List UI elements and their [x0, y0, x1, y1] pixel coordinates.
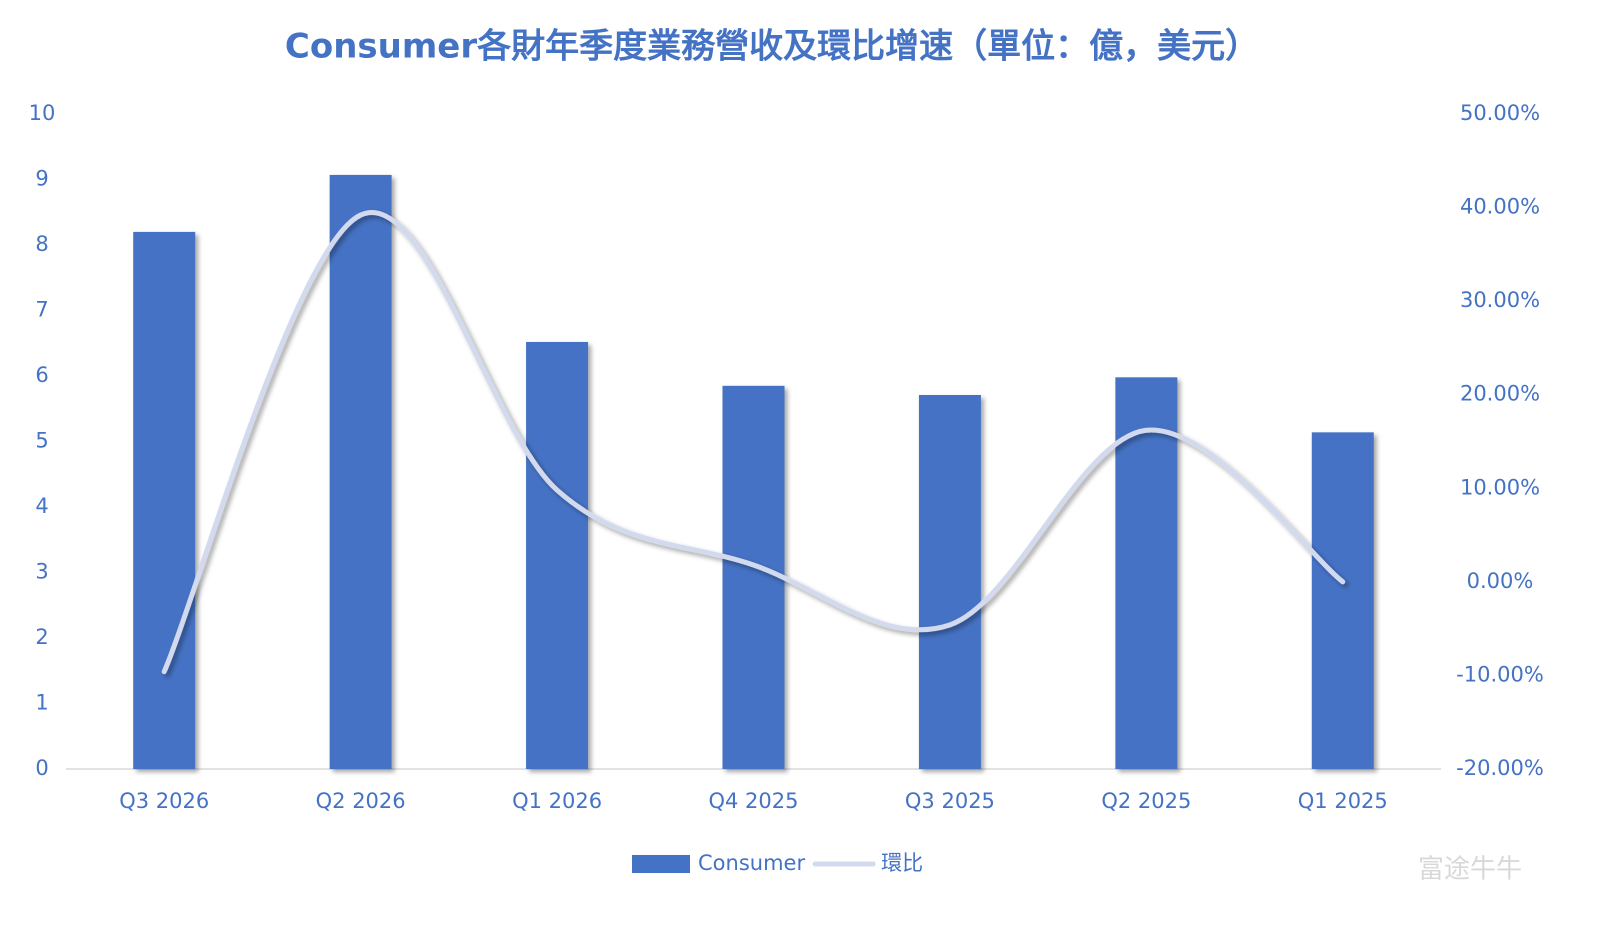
x-tick-label: Q1 2025 [1298, 789, 1388, 813]
y2-tick-label: -10.00% [1456, 662, 1544, 686]
bar [133, 231, 196, 769]
y-tick-label: 5 [35, 429, 48, 453]
y2-tick-label: 30.00% [1460, 288, 1540, 312]
y-tick-label: 6 [35, 363, 48, 387]
y2-tick-label: 20.00% [1460, 382, 1540, 406]
y-tick-label: 2 [35, 625, 48, 649]
y2-tick-label: 0.00% [1467, 569, 1534, 593]
y2-tick-label: -20.00% [1456, 756, 1544, 780]
y-tick-label: 1 [35, 691, 48, 715]
y-tick-label: 4 [35, 494, 48, 518]
line [161, 210, 1346, 675]
bar [1311, 432, 1374, 769]
x-tick-label: Q3 2025 [905, 789, 995, 813]
y-tick-label: 9 [35, 167, 48, 191]
y-tick-label: 10 [29, 101, 56, 125]
bar [722, 385, 785, 769]
x-tick-label: Q1 2026 [512, 789, 602, 813]
bar [329, 174, 392, 770]
watermark: 富途牛牛 [1418, 855, 1522, 885]
y-tick-label: 8 [35, 232, 48, 256]
y-tick-label: 0 [35, 756, 48, 780]
x-tick-label: Q2 2025 [1101, 789, 1191, 813]
y2-tick-label: 10.00% [1460, 475, 1540, 499]
bar [918, 394, 981, 769]
y2-tick-label: 40.00% [1460, 195, 1540, 219]
legend-label: 環比 [881, 851, 923, 875]
x-tick-label: Q4 2025 [708, 789, 798, 813]
bar [1115, 377, 1178, 769]
legend-label: Consumer [698, 851, 805, 875]
bar [526, 341, 589, 769]
x-tick-label: Q2 2026 [316, 789, 406, 813]
y-tick-label: 7 [35, 298, 48, 322]
chart-title: Consumer各財年季度業務營收及環比增速（單位：億，美元） [285, 27, 1259, 67]
y-tick-label: 3 [35, 560, 48, 584]
y2-tick-label: 50.00% [1460, 101, 1540, 125]
x-tick-label: Q3 2026 [119, 789, 209, 813]
legend-swatch [632, 855, 690, 873]
